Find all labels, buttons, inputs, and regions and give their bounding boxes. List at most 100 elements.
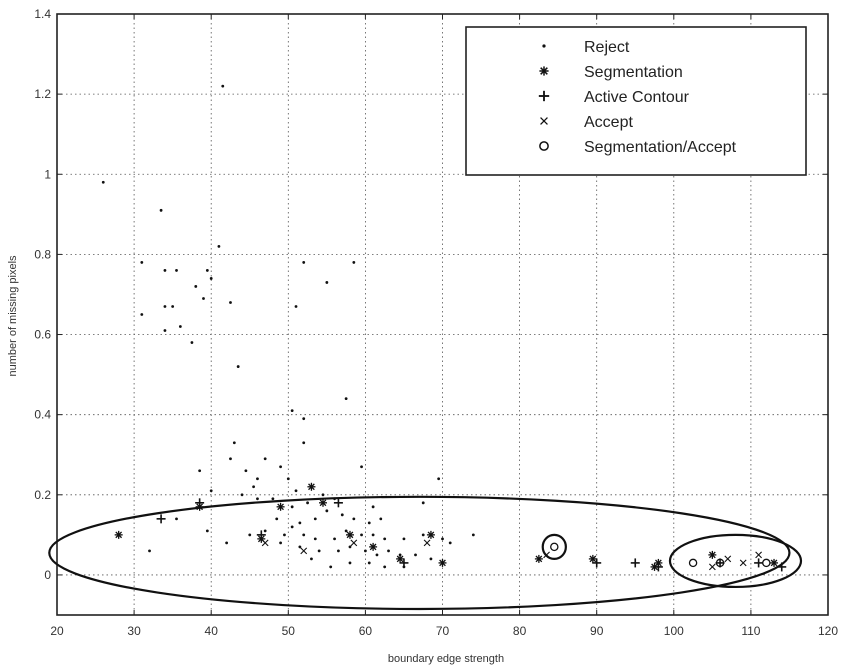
reject-point (256, 477, 259, 481)
reject-point (437, 477, 441, 481)
x-tick-label: 80 (513, 624, 527, 638)
accept-point (423, 539, 431, 547)
reject-point (163, 269, 167, 272)
reject-point (256, 497, 259, 501)
y-tick-label: 0 (44, 568, 51, 582)
reject-point (286, 477, 290, 481)
reject-point (302, 533, 306, 537)
reject-point (429, 557, 433, 561)
legend-box (465, 26, 807, 176)
cluster-ellipse (48, 495, 791, 611)
x-tick-label: 60 (359, 624, 373, 638)
legend-marker (539, 141, 549, 151)
legend-entry: Active Contour (584, 89, 690, 106)
reject-point (441, 537, 444, 541)
segmentation-point (396, 554, 405, 563)
highlight-circle (541, 533, 567, 561)
legend-entry: Segmentation/Accept (584, 139, 737, 156)
segmentation-point (588, 554, 597, 563)
active-contour-point (156, 514, 166, 524)
legend-marker (539, 66, 549, 76)
reject-point (271, 497, 275, 501)
reject-point (383, 537, 387, 541)
segmentation-accept-point (762, 558, 771, 568)
segmentation-point (534, 554, 543, 563)
segmentation-point (438, 558, 447, 567)
reject-point (364, 549, 367, 553)
x-tick-label: 110 (741, 624, 760, 638)
x-tick-label: 100 (664, 624, 684, 638)
reject-point (375, 553, 379, 557)
cluster-ellipse (668, 533, 803, 589)
reject-point (205, 269, 209, 272)
axis-ticks: 20 30 40 50 60 70 80 90 100 110 120 0 0.2 0.4 0.6 0.8 1 1… (34, 7, 838, 638)
active-contour-point (333, 498, 343, 508)
reject-point (229, 301, 232, 304)
reject-point (352, 517, 356, 521)
reject-point (171, 305, 175, 308)
reject-point (221, 84, 225, 88)
accept-point (300, 547, 308, 555)
legend-marker (540, 117, 548, 125)
reject-point (175, 517, 178, 521)
x-tick-label: 20 (50, 624, 64, 638)
reject-point (225, 541, 229, 545)
reject-point (275, 517, 279, 521)
reject-point (302, 441, 306, 445)
reject-point (217, 244, 221, 248)
reject-point (263, 457, 267, 461)
reject-point (360, 465, 363, 469)
reject-point (329, 565, 333, 569)
reject-point (371, 533, 375, 537)
reject-point (379, 517, 383, 521)
y-tick-label: 1.2 (34, 87, 51, 101)
reject-point (367, 521, 371, 525)
reject-point (371, 505, 375, 509)
reject-point (352, 261, 356, 264)
reject-point (209, 489, 213, 493)
segmentation-point (318, 498, 327, 507)
x-tick-label: 120 (818, 624, 838, 638)
reject-point (333, 537, 336, 541)
reject-point (294, 489, 298, 493)
reject-point (232, 441, 236, 445)
active-contour-point (195, 498, 205, 508)
reject-point (140, 313, 144, 316)
reject-point (414, 553, 417, 557)
reject-point (175, 269, 178, 272)
legend-entry: Reject (584, 39, 630, 56)
reject-point (313, 537, 317, 541)
reject-point (310, 557, 313, 561)
active-contour-point (630, 558, 640, 568)
reject-point (279, 465, 282, 469)
reject-point (448, 541, 452, 545)
reject-point (252, 485, 256, 489)
y-tick-label: 0.4 (34, 408, 51, 422)
reject-point (229, 457, 232, 461)
annotation-ellipses (48, 495, 803, 611)
reject-point (159, 208, 163, 212)
y-tick-label: 0.2 (34, 488, 51, 502)
reject-point (240, 493, 244, 497)
reject-point (367, 561, 371, 565)
legend: Reject Segmentation Active Contour Accept Se… (465, 26, 807, 176)
reject-point (344, 397, 348, 401)
segmentation-point (307, 482, 316, 491)
reject-point (398, 553, 402, 557)
reject-point (290, 505, 294, 509)
x-tick-label: 70 (436, 624, 450, 638)
reject-point (198, 469, 202, 473)
reject-point (302, 261, 306, 264)
accept-point (261, 539, 269, 547)
y-tick-label: 1.4 (34, 7, 51, 21)
segmentation-accept-point (550, 542, 559, 552)
reject-point (178, 325, 182, 328)
reject-point (298, 545, 302, 549)
active-contour-point (256, 530, 266, 540)
reject-point (279, 541, 282, 545)
reject-point (348, 561, 352, 565)
legend-marker (542, 44, 546, 48)
active-contour-point (754, 558, 764, 568)
active-contour-point (653, 562, 663, 572)
